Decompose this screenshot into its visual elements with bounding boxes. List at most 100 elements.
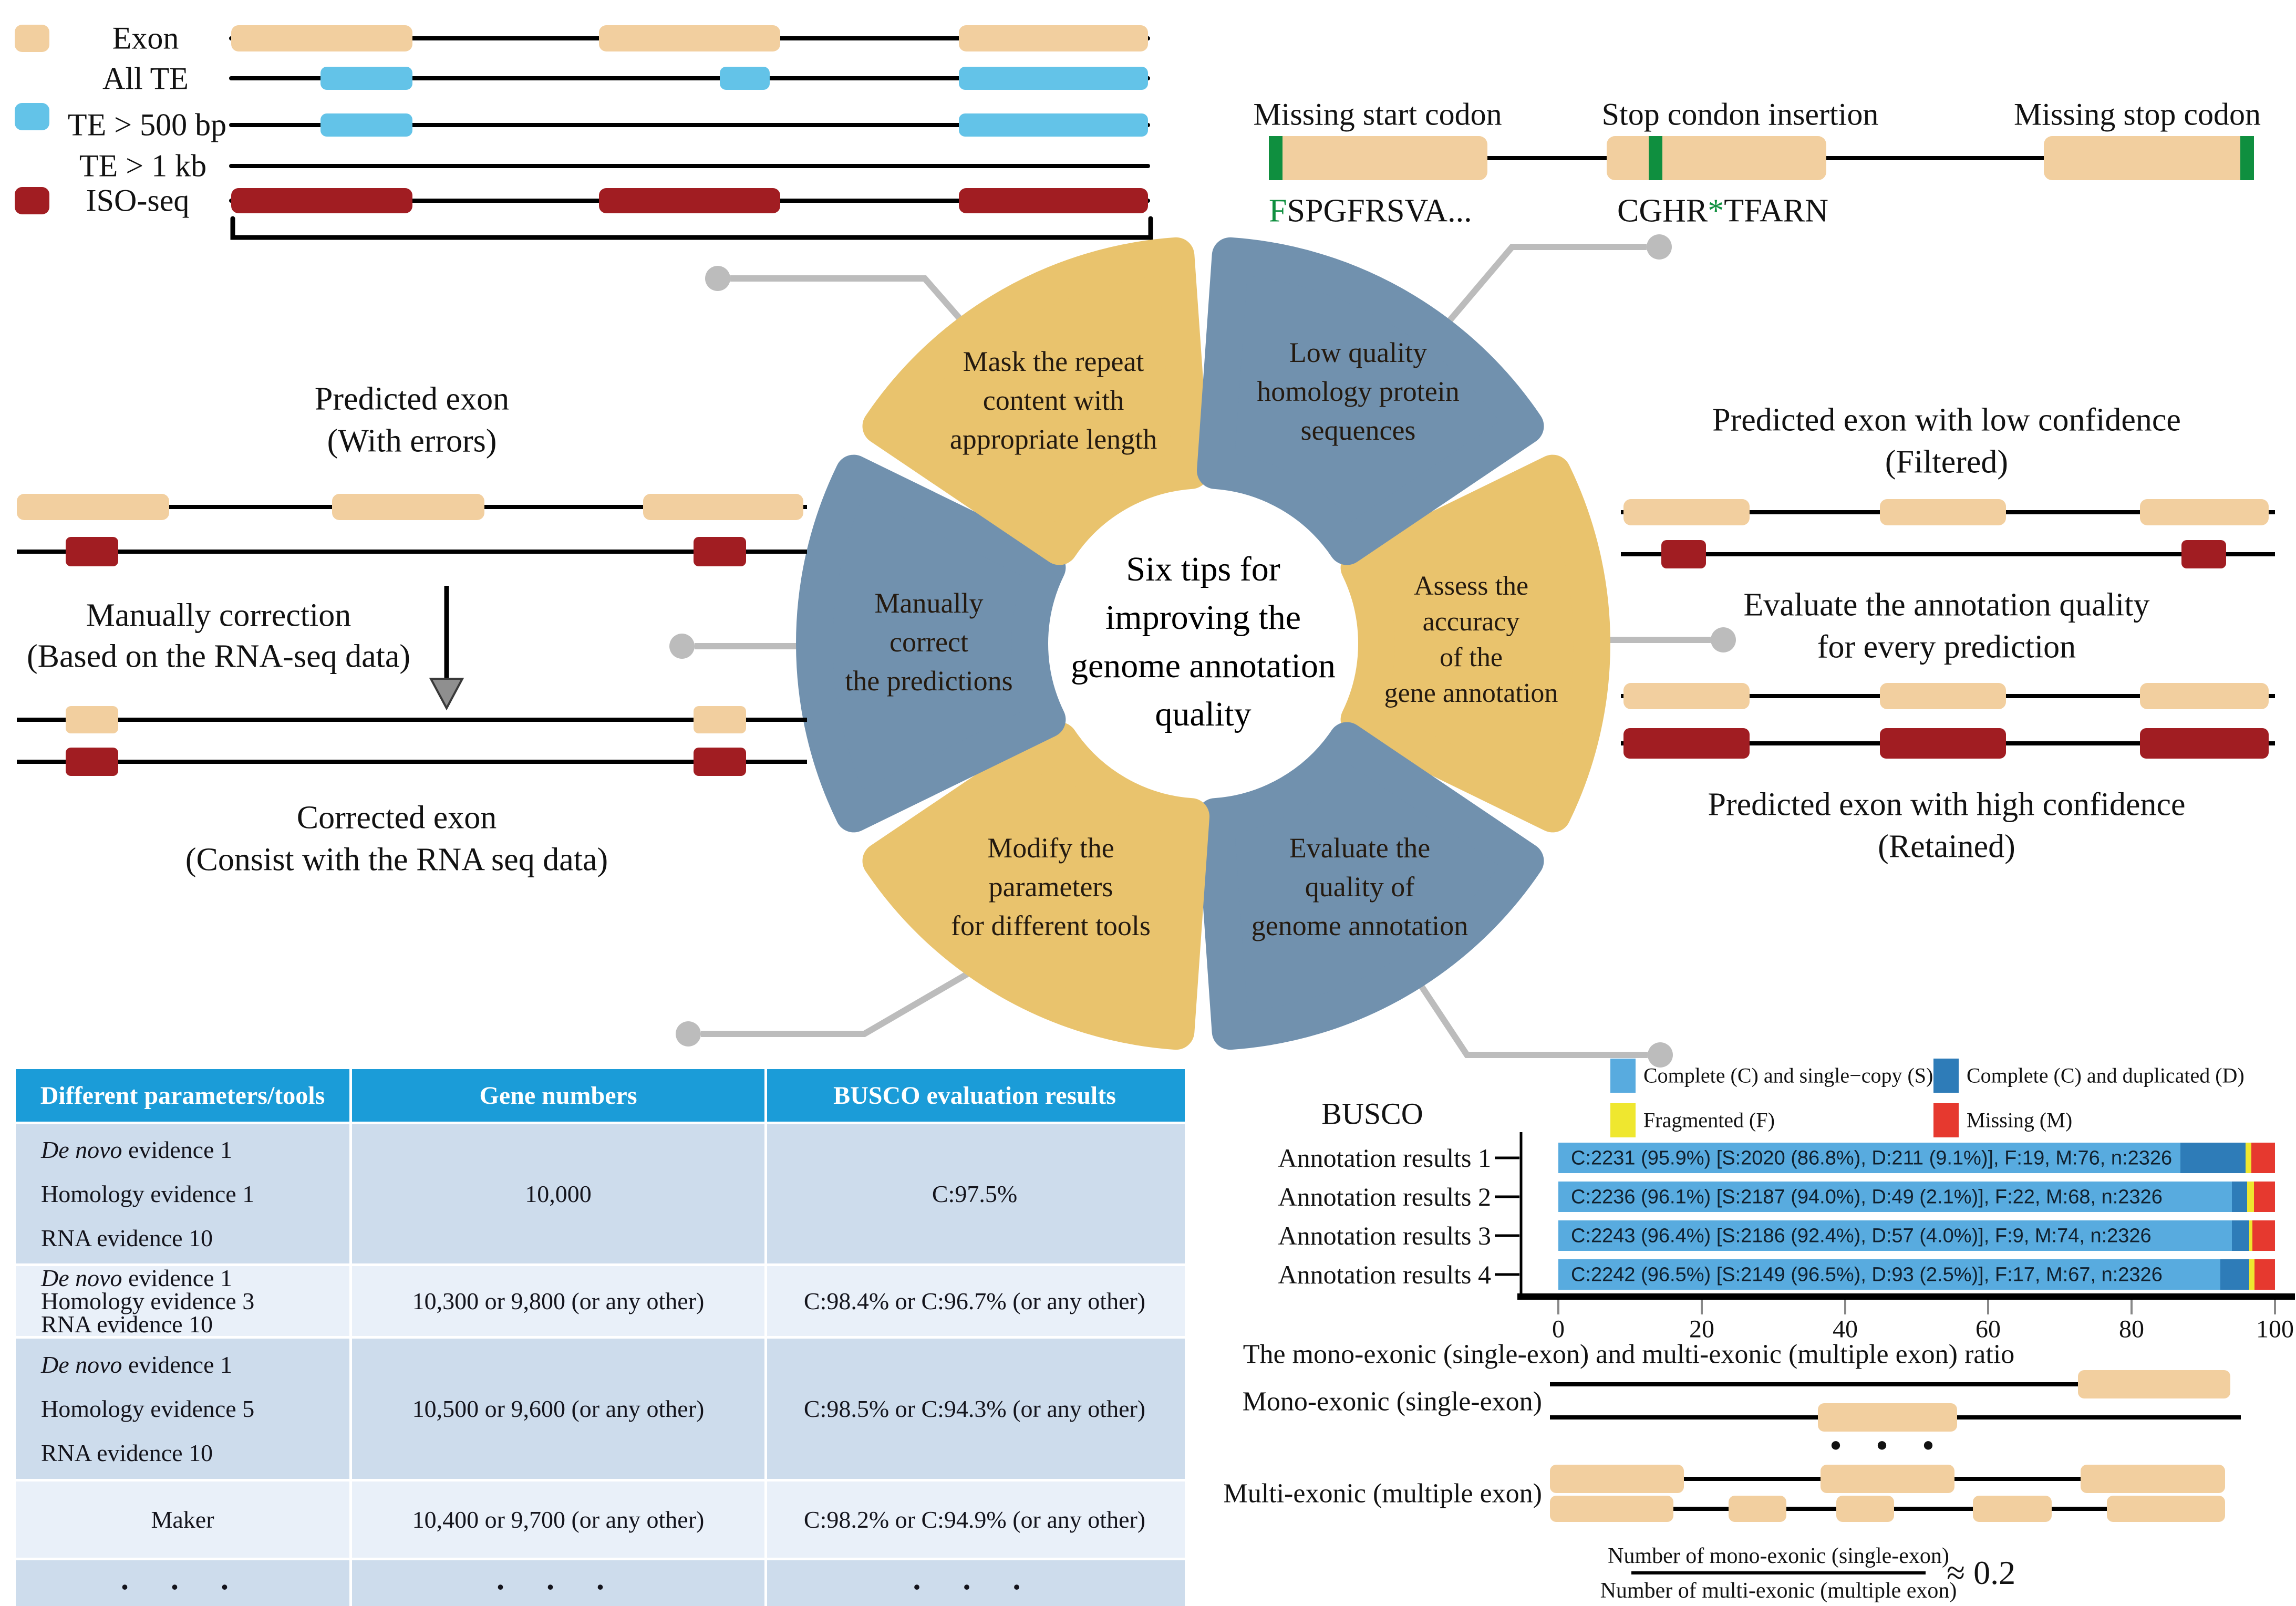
busco-xtick-40: 40 <box>1833 1315 1858 1343</box>
bar-segment-missing <box>2252 1220 2275 1251</box>
center-line: quality <box>1155 695 1252 733</box>
parameters-table: Different parameters/tools Gene numbers … <box>16 1069 1185 1606</box>
left-panel-title-2: (With errors) <box>327 423 497 459</box>
legend-swatch-exon <box>15 25 49 52</box>
table-row: De novo evidence 1 Homology evidence 1 R… <box>16 1122 1185 1263</box>
iso-seq-box <box>231 188 412 213</box>
exon-box <box>643 494 803 520</box>
busco-legend-fragmented: Fragmented (F) <box>1643 1108 1775 1132</box>
left-panel-bottom-1: Corrected exon <box>296 800 497 836</box>
exon-box <box>66 706 118 733</box>
table-dots-row: · · · · · · · · · <box>16 1558 1185 1606</box>
busco-xtick-100: 100 <box>2256 1315 2294 1343</box>
petal-assess-accuracy <box>1340 454 1610 833</box>
protein-seq-1: FSPGFRSVA... <box>1269 193 1472 230</box>
tool-rest: RNA evidence 10 <box>41 1439 213 1466</box>
exon-box <box>1607 136 1826 180</box>
busco-xtick-20: 20 <box>1689 1315 1714 1343</box>
formula-denominator: Number of multi-exonic (multiple exon) <box>1600 1579 1957 1603</box>
tool-rest: RNA evidence 10 <box>41 1224 213 1251</box>
six-tips-wheel <box>796 237 1610 1050</box>
petal-line: gene annotation <box>1384 678 1558 708</box>
label-stop-codon-insertion: Stop condon insertion <box>1601 97 1879 132</box>
iso-seq-box <box>694 537 746 566</box>
bar-segment-missing <box>2254 1182 2275 1212</box>
cell-gene-numbers: 10,300 or 9,800 (or any other) <box>349 1266 764 1336</box>
busco-bar-label-1: C:2231 (95.9%) [S:2020 (86.8%), D:211 (9… <box>1571 1147 2173 1169</box>
cell-parameters: De novo evidence 1 Homology evidence 5 R… <box>16 1339 349 1479</box>
iso-seq-box <box>599 188 780 213</box>
tool-em: De novo <box>41 1351 122 1378</box>
legend-swatch-single-copy <box>1610 1059 1636 1093</box>
center-line: Six tips for <box>1126 550 1280 588</box>
center-line: genome annotation <box>1070 647 1336 685</box>
busco-bar-label-3: C:2243 (96.4%) [S:2186 (92.4%), D:57 (4.… <box>1571 1225 2152 1247</box>
cell-ellipsis: · · · <box>349 1560 764 1606</box>
iso-seq-box <box>694 748 746 776</box>
track-legend-isoseq: ISO-seq <box>86 183 190 218</box>
iso-seq-box <box>66 748 118 776</box>
connector-line <box>1416 981 1648 1058</box>
seq-post: TFARN <box>1724 193 1828 229</box>
bar-segment-single <box>1558 1182 2232 1212</box>
track-legend-te1kb: TE > 1 kb <box>79 148 207 183</box>
right-panel-bottom-1: Predicted exon with high confidence <box>1708 786 2186 823</box>
tool-rest: Homology evidence 5 <box>41 1395 255 1422</box>
tool-rest: Homology evidence 1 <box>41 1180 255 1207</box>
legend-swatch-duplicated <box>1933 1059 1959 1093</box>
bar-segment-fragmented <box>2249 1259 2254 1290</box>
petal-line: Manually <box>874 587 984 619</box>
busco-ylabel-3: Annotation results 3 <box>1278 1221 1491 1250</box>
exon-box <box>959 25 1148 51</box>
petal-mask-repeat <box>862 237 1209 565</box>
petal-line: for different tools <box>951 910 1151 941</box>
ellipsis-dots: • • • <box>1830 1428 1948 1463</box>
exon-box <box>1269 136 1487 180</box>
petal-manually-correct <box>796 454 1066 833</box>
arrow-head-icon <box>429 678 464 711</box>
exon-box <box>1623 499 1750 525</box>
te-box <box>720 67 770 90</box>
tool-rest: evidence 1 <box>122 1351 233 1378</box>
tracks-panel <box>15 25 1153 240</box>
right-panel-top-1: Predicted exon with low confidence <box>1712 402 2181 438</box>
cell-busco: C:97.5% <box>764 1124 1182 1263</box>
busco-xtick-80: 80 <box>2119 1315 2144 1343</box>
stop-codon-insert-mark <box>1649 136 1662 180</box>
stop-codon-mark <box>2240 136 2254 180</box>
connector-dot <box>1647 234 1672 260</box>
cell-gene-numbers: 10,400 or 9,700 (or any other) <box>349 1481 764 1558</box>
petal-modify-parameters <box>862 722 1209 1050</box>
center-line: improving the <box>1105 598 1301 637</box>
cell-parameters: De novo evidence 1 Homology evidence 1 R… <box>16 1124 349 1263</box>
petal-line: the predictions <box>845 665 1013 697</box>
bar-segment-fragmented <box>2249 1220 2252 1251</box>
te-box <box>320 67 412 90</box>
busco-legend-missing: Missing (M) <box>1967 1108 2073 1132</box>
bar-segment-duplicated <box>2232 1220 2249 1251</box>
exon-box <box>1818 1403 1957 1432</box>
left-panel-title-1: Predicted exon <box>314 381 510 417</box>
bracket <box>230 216 1153 240</box>
cell-parameters: Maker <box>16 1481 349 1558</box>
petal-text-assess-accuracy: Assess the accuracy of the gene annotati… <box>1384 568 1558 711</box>
tool-rest: Homology evidence 3 <box>41 1287 255 1314</box>
connector-line <box>1430 244 1647 343</box>
formula-numerator: Number of mono-exonic (single-exon) <box>1608 1544 1949 1568</box>
cell-ellipsis: · · · <box>764 1560 1182 1606</box>
bar-segment-missing <box>2251 1143 2275 1173</box>
petal-line: Low quality <box>1289 337 1428 368</box>
legend-swatch-te <box>15 103 49 130</box>
right-panel-top-2: (Filtered) <box>1885 444 2009 480</box>
wheel-center-title: Six tips for improving the genome annota… <box>1071 545 1336 739</box>
right-confidence-panel <box>1621 499 2275 759</box>
petal-evaluate-quality <box>1197 722 1544 1050</box>
petal-text-evaluate-quality: Evaluate the quality of genome annotatio… <box>1252 828 1468 945</box>
exon-box <box>231 25 412 51</box>
exon-box <box>1550 1465 1684 1493</box>
petal-low-quality-homology <box>1197 237 1544 565</box>
connector-dot <box>676 1021 701 1047</box>
cell-ellipsis: · · · <box>119 1570 246 1604</box>
cell-parameters: De novo evidence 1 Homology evidence 3 R… <box>16 1266 349 1336</box>
exon-box <box>1821 1465 1954 1493</box>
